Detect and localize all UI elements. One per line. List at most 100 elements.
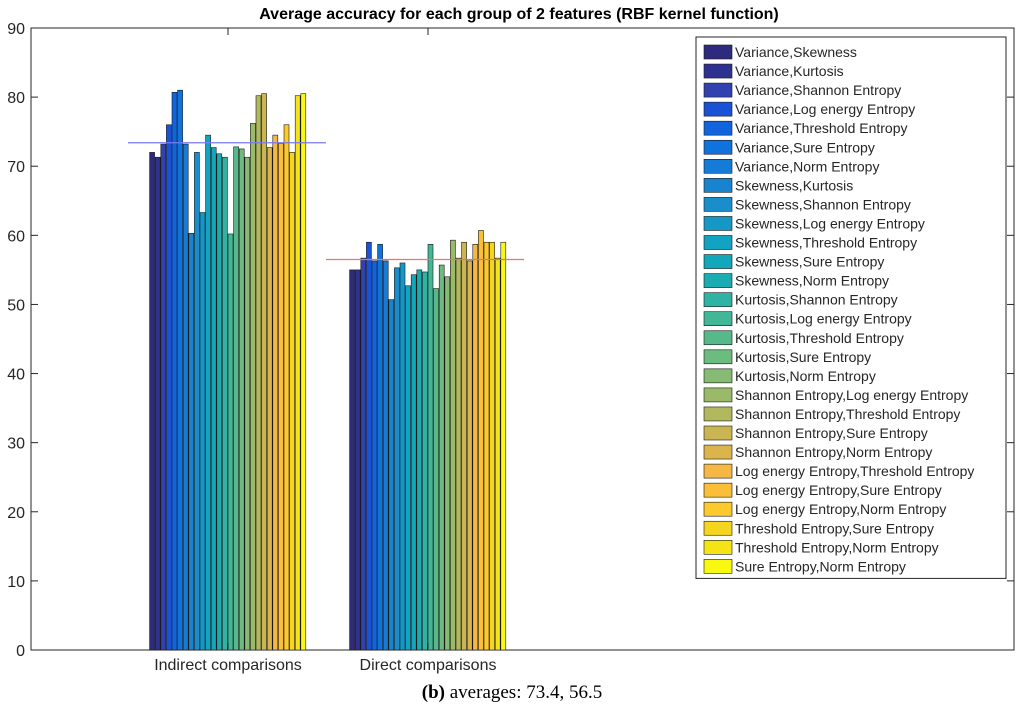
legend-swatch	[703, 482, 733, 498]
bar	[399, 262, 406, 651]
bar	[394, 267, 400, 651]
legend-swatch	[703, 330, 733, 346]
bar	[182, 143, 189, 651]
legend-swatch	[703, 216, 733, 231]
y-tick-label: 20	[7, 505, 25, 522]
bar	[427, 244, 434, 651]
legend: Variance,Skewness Variance,Kurtosis Varian…	[695, 36, 1007, 579]
legend-entry: Variance,Shannon Entropy	[735, 82, 901, 98]
legend-entry: Variance,Norm Entropy	[735, 158, 879, 174]
bar	[438, 264, 445, 651]
legend-entry: Threshold Entropy,Sure Entropy	[735, 520, 934, 536]
bar	[266, 147, 273, 651]
legend-swatch	[703, 63, 733, 79]
bar	[255, 95, 262, 651]
legend-entry: Kurtosis,Threshold Entropy	[735, 330, 904, 346]
y-tick-label: 40	[7, 367, 25, 384]
bar	[278, 143, 284, 651]
legend-swatch	[703, 425, 733, 441]
legend-entry: Variance,Sure Entropy	[735, 139, 875, 155]
bar	[416, 269, 423, 651]
legend-entry: Kurtosis,Norm Entropy	[735, 368, 876, 384]
bar	[455, 257, 462, 651]
legend-entry: Skewness,Log energy Entropy	[735, 215, 925, 231]
bar	[171, 91, 178, 651]
legend-entry: Kurtosis,Sure Entropy	[735, 349, 871, 365]
legend-swatch	[703, 368, 733, 384]
legend-entry: Shannon Entropy,Threshold Entropy	[735, 406, 960, 422]
bar	[405, 285, 411, 651]
bar	[216, 153, 223, 651]
bar	[227, 233, 234, 651]
legend-swatch	[703, 406, 733, 422]
bar	[377, 244, 383, 651]
legend-entry: Variance,Kurtosis	[735, 63, 844, 79]
legend-swatch	[703, 559, 733, 574]
y-tick-label: 10	[7, 574, 25, 591]
legend-swatch	[703, 501, 733, 517]
legend-entry: Shannon Entropy,Sure Entropy	[735, 425, 928, 441]
y-tick-label: 80	[7, 90, 25, 107]
bar	[238, 148, 245, 651]
bar	[433, 288, 439, 651]
legend-entry: Skewness,Kurtosis	[735, 177, 853, 193]
bar	[149, 152, 155, 651]
legend-entry: Sure Entropy,Norm Entropy	[735, 558, 906, 574]
caption-text: averages: 73.4, 56.5	[449, 682, 603, 703]
bar	[450, 239, 456, 651]
legend-swatch	[703, 273, 733, 288]
caption-label: (b)	[421, 682, 445, 703]
y-tick-label: 70	[7, 159, 25, 176]
y-tick-label: 0	[16, 643, 25, 660]
bar	[294, 95, 301, 651]
bar	[194, 152, 200, 651]
legend-swatch	[703, 539, 733, 555]
legend-swatch	[703, 82, 733, 98]
legend-swatch	[703, 235, 733, 250]
legend-entry: Log energy Entropy,Sure Entropy	[735, 482, 942, 498]
legend-swatch	[703, 311, 733, 327]
bar	[461, 241, 467, 651]
legend-entry: Threshold Entropy,Norm Entropy	[735, 539, 939, 555]
bar	[160, 143, 167, 651]
legend-entry: Shannon Entropy,Log energy Entropy	[735, 387, 968, 403]
bar	[483, 241, 490, 651]
legend-swatch	[703, 197, 733, 212]
legend-swatch	[703, 101, 733, 117]
x-tick-label: Indirect comparisons	[154, 657, 302, 674]
legend-entry: Kurtosis,Shannon Entropy	[735, 292, 898, 308]
legend-entry: Variance,Threshold Entropy	[735, 120, 908, 136]
bar	[283, 124, 290, 651]
legend-swatch	[703, 387, 733, 403]
x-tick-label: Direct comparisons	[360, 657, 497, 674]
legend-box	[695, 36, 1007, 579]
bar	[472, 244, 479, 651]
y-tick-label: 90	[7, 21, 25, 38]
bar	[205, 134, 211, 651]
bar	[166, 124, 172, 651]
bar	[261, 93, 267, 651]
legend-swatch	[703, 120, 733, 136]
legend-swatch	[703, 520, 733, 536]
legend-entry: Skewness,Shannon Entropy	[735, 196, 911, 212]
bar	[349, 269, 355, 651]
bar	[177, 89, 183, 651]
bar	[289, 152, 295, 651]
legend-entry: Variance,Skewness	[735, 44, 857, 60]
bar	[360, 257, 367, 651]
bar	[500, 241, 507, 651]
legend-entry: Log energy Entropy,Threshold Entropy	[735, 463, 974, 479]
bar	[244, 156, 251, 651]
bar	[250, 123, 256, 651]
legend-swatch	[703, 444, 733, 460]
bar	[354, 269, 361, 651]
legend-swatch	[703, 44, 733, 60]
bar	[154, 156, 161, 651]
bar	[422, 271, 428, 651]
bar	[300, 93, 307, 651]
bar	[210, 147, 217, 651]
y-tick-label: 60	[7, 228, 25, 245]
bar	[199, 212, 206, 651]
bar	[410, 274, 417, 651]
legend-swatch	[703, 139, 733, 155]
